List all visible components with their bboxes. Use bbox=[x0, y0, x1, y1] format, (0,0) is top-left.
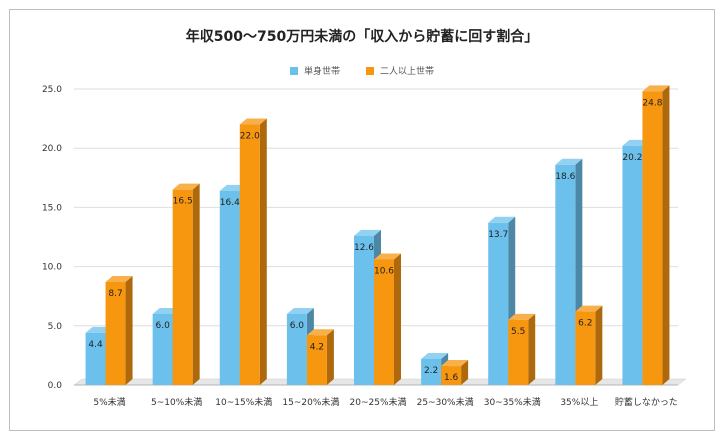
x-tick-label: 貯蓄しなかった bbox=[615, 396, 678, 408]
bar-top bbox=[555, 158, 583, 165]
bar-side bbox=[125, 275, 133, 385]
chart-legend: 単身世帯 二人以上世帯 bbox=[10, 64, 714, 77]
bar bbox=[105, 281, 126, 385]
bar-chart-plot: 0.0 5.0 10.0 15.0 20.0 25.0 4.4 8.7 5%未満 6.0 16.5 5… bbox=[42, 85, 687, 408]
legend-item-series-2: 二人以上世帯 bbox=[366, 64, 434, 77]
bar-top bbox=[239, 118, 267, 125]
y-tick-label: 5.0 bbox=[48, 322, 63, 332]
x-tick-label: 20~25%未満 bbox=[350, 396, 407, 408]
bar bbox=[152, 313, 173, 385]
bar-data-label: 6.0 bbox=[290, 321, 305, 331]
bar-data-label: 22.0 bbox=[240, 132, 260, 142]
bar bbox=[374, 259, 394, 385]
bar bbox=[622, 145, 643, 385]
bar-side bbox=[461, 360, 469, 385]
bar-side bbox=[662, 85, 670, 386]
bar-data-label: 10.6 bbox=[374, 266, 394, 276]
bar bbox=[421, 358, 442, 385]
chart-title: 年収500～750万円未満の「収入から貯蓄に回す割合」 bbox=[185, 29, 539, 45]
bar bbox=[172, 189, 193, 385]
bar-data-label: 6.2 bbox=[578, 319, 592, 329]
bar-data-label: 4.4 bbox=[88, 340, 103, 350]
bar-data-label: 13.7 bbox=[488, 230, 508, 240]
bar-side bbox=[595, 305, 603, 385]
y-tick-label: 10.0 bbox=[42, 263, 62, 273]
y-tick-label: 0.0 bbox=[48, 381, 63, 391]
bar-top bbox=[441, 360, 469, 367]
x-tick-label: 25~30%未満 bbox=[417, 396, 474, 408]
bar-top bbox=[421, 352, 449, 359]
bar-data-label: 20.2 bbox=[622, 153, 642, 163]
bar-top bbox=[286, 307, 314, 314]
x-tick-label: 5%未満 bbox=[93, 396, 125, 408]
legend-swatch-series-1 bbox=[289, 66, 298, 75]
bar bbox=[555, 164, 576, 385]
bar-top bbox=[642, 85, 670, 92]
bar-top bbox=[306, 329, 334, 336]
bar-side bbox=[192, 183, 200, 385]
bar bbox=[508, 319, 529, 385]
legend-item-series-1: 単身世帯 bbox=[289, 64, 340, 77]
bar bbox=[85, 332, 106, 385]
y-tick-label: 20.0 bbox=[42, 144, 62, 154]
bar bbox=[354, 235, 374, 385]
x-tick-label: 5~10%未満 bbox=[151, 396, 202, 408]
bar-data-label: 4.2 bbox=[310, 342, 324, 352]
bar-top bbox=[354, 229, 381, 236]
x-tick-label: 30~35%未満 bbox=[484, 396, 541, 408]
bar bbox=[441, 366, 462, 385]
bar bbox=[286, 313, 307, 385]
bar-data-label: 5.5 bbox=[511, 327, 525, 337]
bar bbox=[575, 311, 596, 385]
y-tick-label: 15.0 bbox=[42, 203, 62, 213]
legend-label-series-1: 単身世帯 bbox=[303, 67, 340, 77]
bar-data-label: 6.0 bbox=[156, 321, 171, 331]
bar-side bbox=[394, 253, 401, 385]
bar bbox=[642, 91, 663, 386]
x-tick-label: 15~20%未満 bbox=[282, 396, 339, 408]
bar-top bbox=[575, 305, 603, 312]
x-tick-label: 35%以上 bbox=[560, 397, 598, 408]
bar-side bbox=[326, 329, 334, 385]
bar-side bbox=[528, 313, 536, 385]
bar-top bbox=[105, 275, 133, 282]
bar bbox=[488, 222, 509, 385]
bar bbox=[306, 335, 327, 385]
bar-top bbox=[488, 216, 516, 223]
bar-side bbox=[259, 118, 267, 386]
bar-top bbox=[172, 183, 200, 190]
bar-data-label: 16.4 bbox=[220, 198, 240, 208]
bar-data-label: 24.8 bbox=[642, 98, 662, 108]
bar-data-label: 16.5 bbox=[173, 197, 193, 207]
bar-data-label: 1.6 bbox=[444, 373, 459, 383]
legend-swatch-series-2 bbox=[366, 66, 374, 75]
bar-data-label: 18.6 bbox=[555, 172, 575, 182]
y-tick-label: 25.0 bbox=[42, 85, 62, 95]
x-tick-label: 10~15%未満 bbox=[215, 396, 272, 408]
bar-data-label: 12.6 bbox=[354, 243, 374, 253]
bar-top bbox=[508, 313, 536, 320]
bar-data-label: 2.2 bbox=[424, 366, 438, 376]
bar bbox=[239, 124, 260, 386]
bar-data-label: 8.7 bbox=[108, 289, 122, 299]
chart-frame: 年収500～750万円未満の「収入から貯蓄に回す割合」 単身世帯 二人以上世帯 … bbox=[9, 9, 715, 431]
legend-label-series-2: 二人以上世帯 bbox=[380, 67, 435, 77]
bar-top bbox=[374, 253, 401, 260]
bar bbox=[219, 190, 240, 385]
